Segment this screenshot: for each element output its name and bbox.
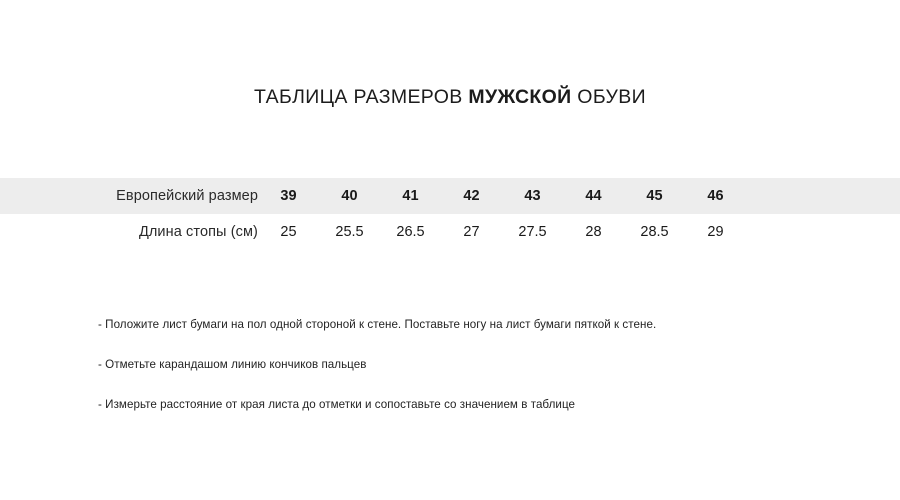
- instruction-line-3: - Измерьте расстояние от края листа до о…: [98, 398, 576, 411]
- cell-length-45: 28.5: [640, 224, 669, 240]
- cell-size-45: 45: [646, 188, 663, 204]
- table-row-foot-length: Длина стопы (см) 25 25.5 26.5 27 27.5 28…: [0, 214, 900, 250]
- row-label-foot-length: Длина стопы (см): [138, 224, 258, 240]
- table-row-european-size: Европейский размер 39 40 41 42 43 44 45 …: [0, 178, 900, 214]
- cell-length-46: 29: [707, 224, 724, 240]
- page-title-suffix: ОБУВИ: [571, 85, 646, 108]
- header-row-spacer: [746, 178, 900, 214]
- cell-size-43: 43: [524, 188, 541, 204]
- cell-size-46: 46: [707, 188, 724, 204]
- cell-length-42: 27: [463, 224, 480, 240]
- instruction-line-2: - Отметьте карандашом линию кончиков пал…: [98, 358, 367, 371]
- cell-size-41: 41: [402, 188, 419, 204]
- cell-length-41: 26.5: [396, 224, 425, 240]
- cell-size-39: 39: [280, 188, 297, 204]
- title-container: ТАБЛИЦА РАЗМЕРОВ МУЖСКОЙ ОБУВИ: [0, 0, 900, 178]
- page-title-highlight: МУЖСКОЙ: [468, 85, 572, 108]
- size-table: Европейский размер 39 40 41 42 43 44 45 …: [0, 178, 900, 250]
- measurement-instructions: - Положите лист бумаги на пол одной стор…: [98, 318, 858, 412]
- cell-size-40: 40: [341, 188, 358, 204]
- body-row-spacer: [746, 214, 900, 250]
- cell-length-44: 28: [585, 224, 602, 240]
- page-title: ТАБЛИЦА РАЗМЕРОВ МУЖСКОЙ ОБУВИ: [254, 86, 646, 109]
- row-label-european-size: Европейский размер: [116, 188, 258, 204]
- cell-length-39: 25: [280, 224, 297, 240]
- page-title-prefix: ТАБЛИЦА РАЗМЕРОВ: [254, 85, 469, 108]
- cell-length-40: 25.5: [335, 224, 364, 240]
- instruction-line-1: - Положите лист бумаги на пол одной стор…: [98, 318, 657, 331]
- cell-size-42: 42: [463, 188, 480, 204]
- cell-length-43: 27.5: [518, 224, 547, 240]
- cell-size-44: 44: [585, 188, 602, 204]
